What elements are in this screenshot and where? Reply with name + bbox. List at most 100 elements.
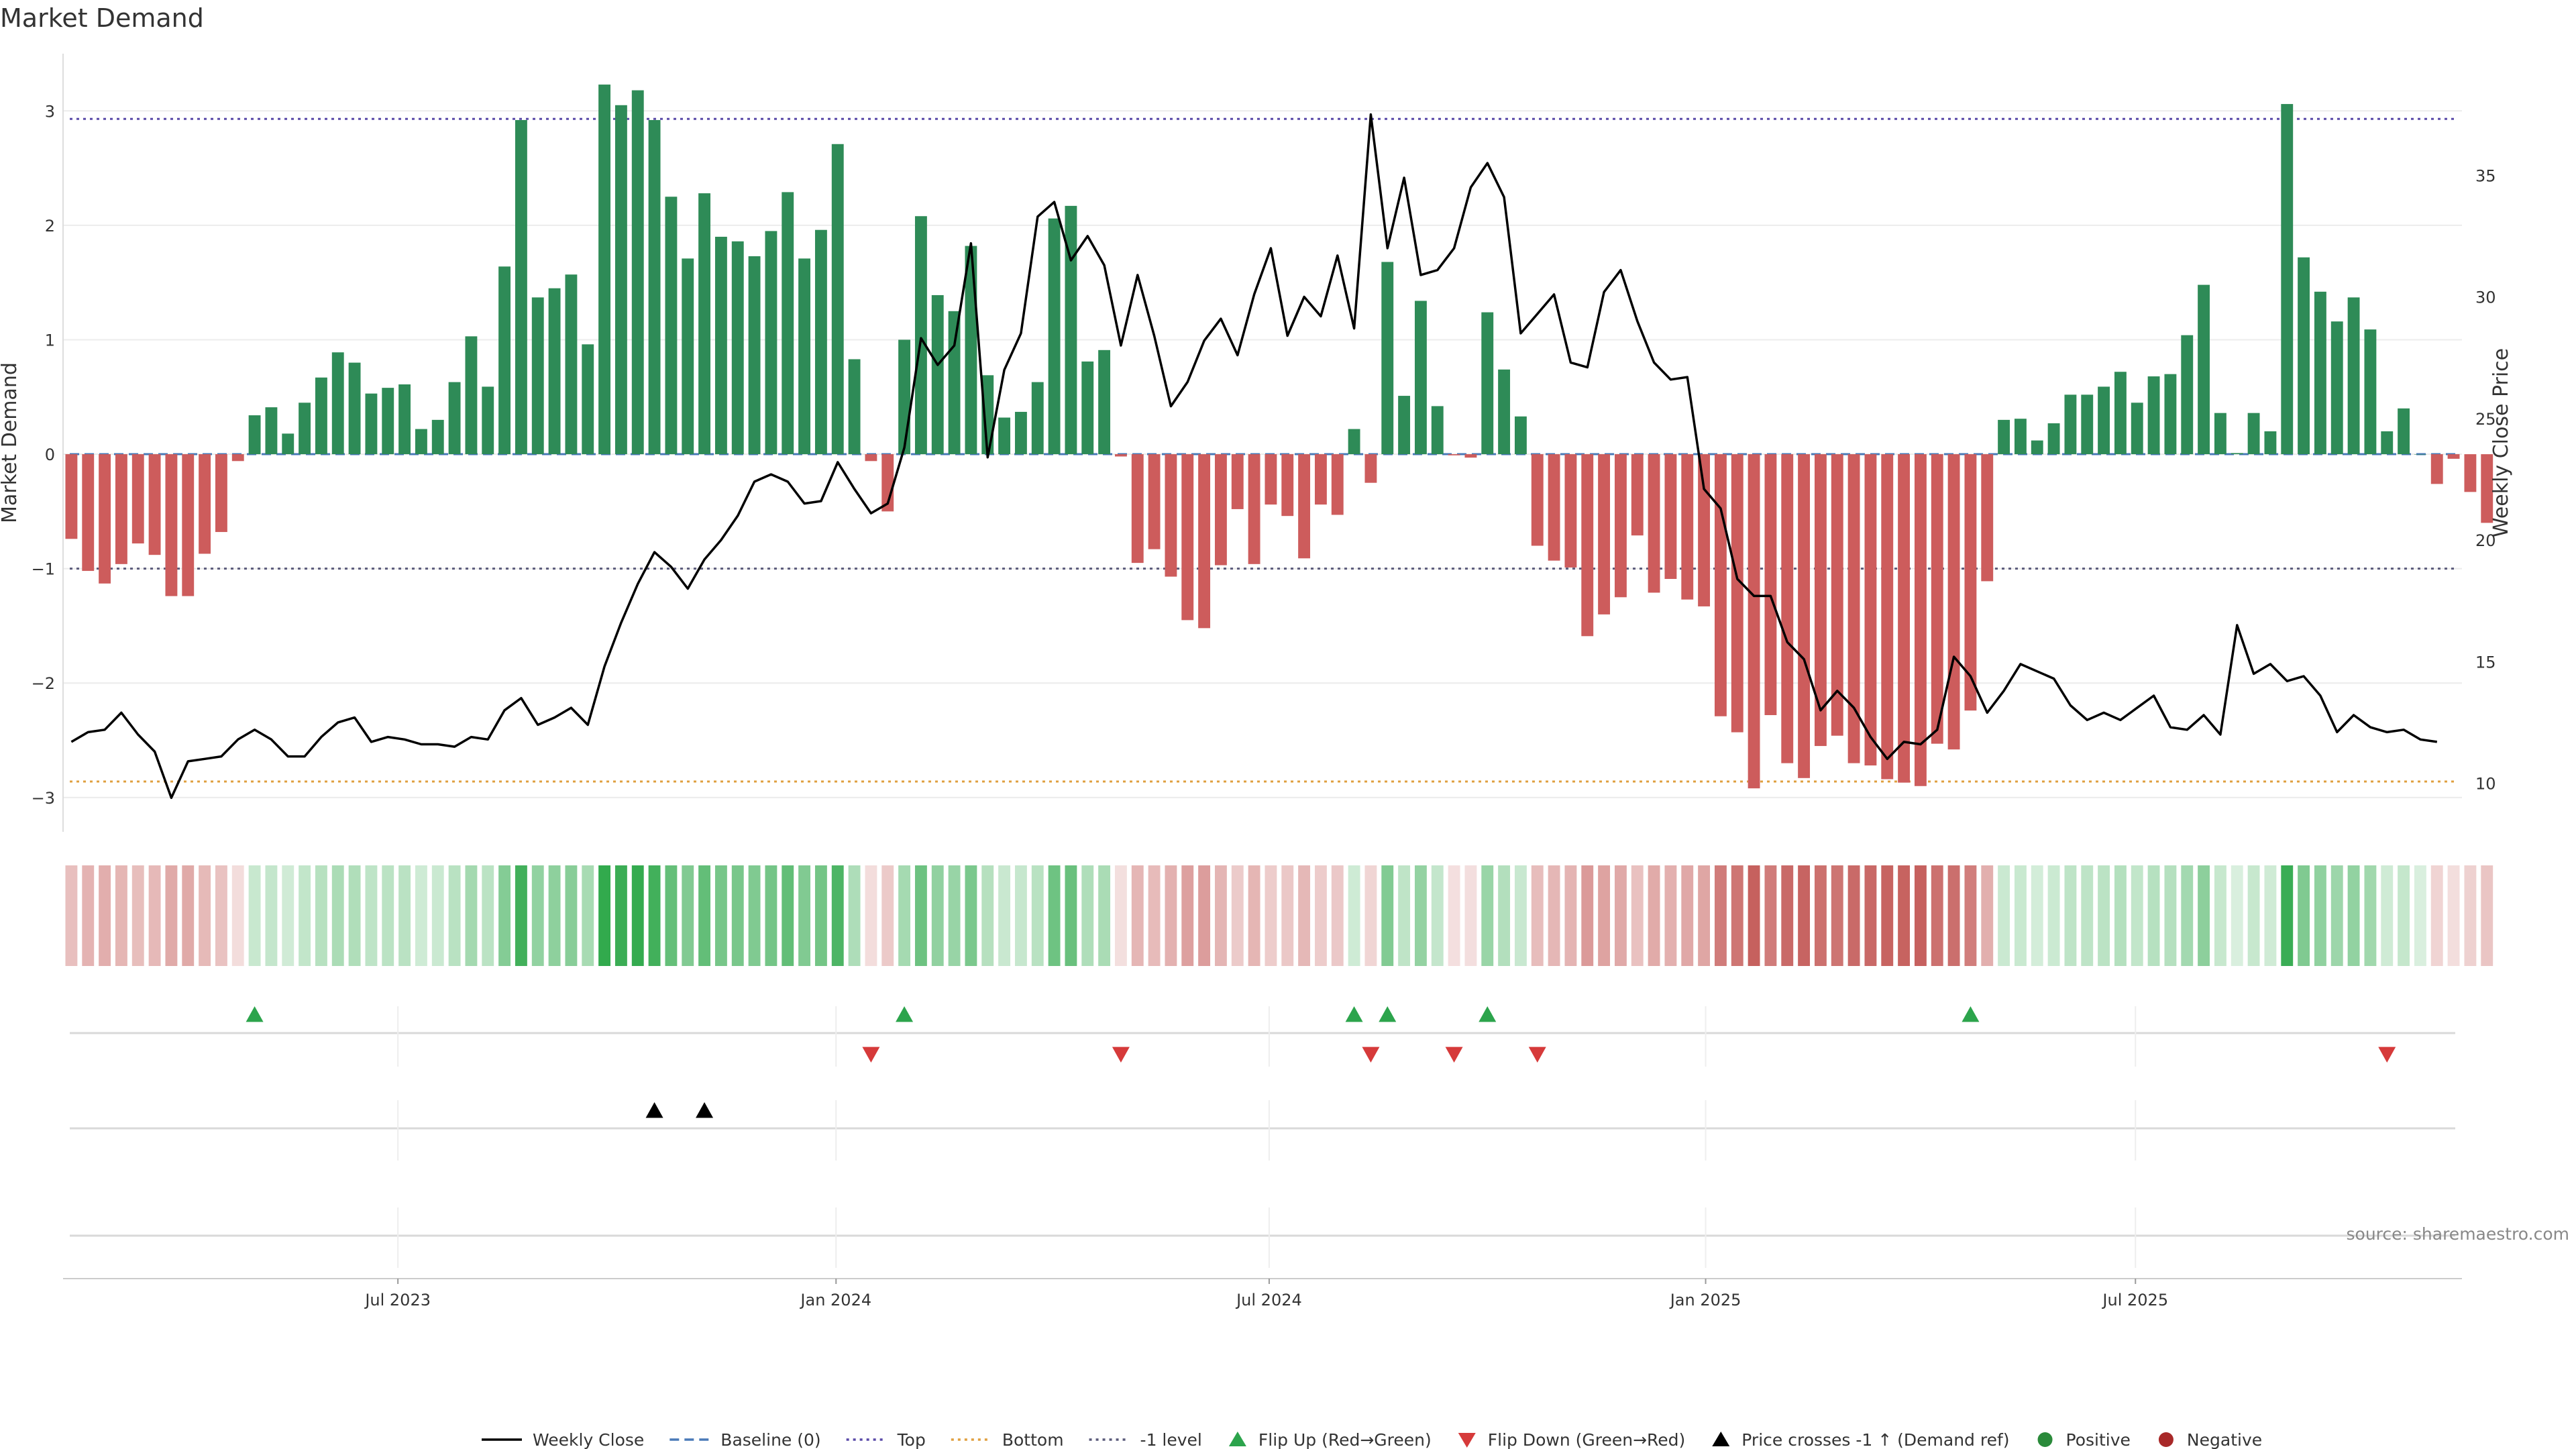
demand-bar <box>631 90 644 455</box>
heat-strip-cell <box>548 865 561 966</box>
flip-down-marker <box>2378 1046 2396 1063</box>
demand-bar <box>65 454 78 539</box>
legend-item: Top <box>846 1430 926 1449</box>
heat-strip-cell <box>2414 865 2426 966</box>
heat-strip-cell <box>65 865 78 966</box>
heat-strip-cell <box>248 865 261 966</box>
demand-bar <box>2214 413 2226 455</box>
heat-strip-cell <box>1381 865 1394 966</box>
demand-bar <box>1031 382 1044 455</box>
y-tick-label: 3 <box>45 102 55 121</box>
demand-bar <box>531 297 544 455</box>
heat-strip-cell <box>431 865 444 966</box>
y-axis-title: Market Demand <box>0 362 21 523</box>
demand-bar <box>1814 454 1827 747</box>
demand-bar <box>2031 440 2043 455</box>
demand-bar <box>1898 454 1911 783</box>
demand-bar <box>315 377 327 455</box>
demand-bar <box>2264 431 2277 455</box>
heat-strip-cell <box>665 865 678 966</box>
x-tick-label: Jul 2025 <box>2101 1291 2168 1309</box>
demand-bar <box>2198 284 2210 455</box>
heat-strip-cell <box>714 865 727 966</box>
x-tick-label: Jul 2024 <box>1235 1291 1302 1309</box>
heat-strip-cell <box>1248 865 1260 966</box>
legend-label: Positive <box>2066 1430 2131 1449</box>
demand-bar <box>1847 454 1860 763</box>
heat-strip-cell <box>2181 865 2194 966</box>
demand-bar <box>1014 411 1027 455</box>
demand-bar <box>215 454 227 533</box>
heat-strip-cell <box>2298 865 2310 966</box>
heat-strip-cell <box>865 865 877 966</box>
demand-bar <box>1931 454 1943 744</box>
weekly-close-line-group <box>70 113 2438 800</box>
demand-bar <box>165 454 178 596</box>
flip-up-marker <box>1962 1006 1980 1022</box>
demand-bar <box>131 454 144 544</box>
demand-bar <box>1764 454 1777 715</box>
demand-bar <box>1248 454 1260 564</box>
demand-bar <box>2014 419 2027 455</box>
heat-strip-cell <box>1814 865 1827 966</box>
flip-up-marker <box>896 1006 914 1022</box>
legend-label: Top <box>897 1430 926 1449</box>
demand-bar <box>931 294 944 455</box>
y2-axis-title: Weekly Close Price <box>2489 348 2513 537</box>
demand-bar <box>898 339 911 455</box>
heat-strip-cell <box>1698 865 1711 966</box>
heat-strip-cell <box>2264 865 2277 966</box>
y-tick-label: −3 <box>32 789 55 808</box>
heat-strip-cell <box>299 865 311 966</box>
demand-bar <box>2481 454 2493 523</box>
heat-strip-cell <box>1214 865 1227 966</box>
demand-bar <box>2330 321 2343 455</box>
demand-bar <box>698 193 711 455</box>
heat-strip-cell <box>1314 865 1327 966</box>
heat-strip-cell <box>2014 865 2027 966</box>
heat-strip-cell <box>2447 865 2460 966</box>
heat-strip-cell <box>814 865 827 966</box>
legend-item: Price crosses -1 ↑ (Demand ref) <box>1712 1430 2010 1449</box>
demand-bar <box>1531 454 1544 546</box>
demand-bar <box>1281 454 1294 517</box>
demand-bar <box>331 352 344 455</box>
heat-strip-cell <box>1098 865 1111 966</box>
demand-bar <box>2047 423 2060 455</box>
heat-strip-cell <box>1864 865 1877 966</box>
y-tick-label: 1 <box>45 331 55 350</box>
demand-bar <box>248 415 261 455</box>
heat-strip-cell <box>565 865 578 966</box>
heat-strip-cell <box>315 865 327 966</box>
demand-bar <box>82 454 95 572</box>
demand-bar <box>1464 454 1477 458</box>
flip-up-marker <box>246 1006 264 1022</box>
demand-bar <box>648 119 661 455</box>
legend: Weekly Close Baseline (0) Top Bottom -1 leve… <box>482 1430 2262 1449</box>
demand-bar <box>848 359 861 455</box>
heat-strip-cell <box>2214 865 2226 966</box>
heat-strip-cell <box>2481 865 2493 966</box>
heat-strip-cell <box>2114 865 2127 966</box>
demand-bar <box>2430 454 2443 484</box>
flip-up-marker <box>1379 1006 1397 1022</box>
demand-bar <box>1981 454 1994 582</box>
heat-strip-cell <box>1781 865 1794 966</box>
heat-strip-cell <box>2064 865 2077 966</box>
demand-bar <box>1265 454 1277 505</box>
heat-strip-cell <box>598 865 611 966</box>
demand-bar <box>1964 454 1977 711</box>
demand-bar <box>2414 454 2426 455</box>
demand-bar <box>1864 454 1877 766</box>
y2-tick-label: 35 <box>2475 166 2496 185</box>
heat-strip-cell <box>348 865 361 966</box>
heat-strip-cell <box>1564 865 1577 966</box>
flip-down-marker <box>862 1046 880 1063</box>
demand-bar <box>548 288 561 455</box>
heat-strip-cell <box>848 865 861 966</box>
heat-strip-cell <box>1364 865 1377 966</box>
heat-strip-cell <box>498 865 511 966</box>
demand-bar <box>1798 454 1811 778</box>
demand-bar <box>1314 454 1327 505</box>
heat-strip-cell <box>1531 865 1544 966</box>
